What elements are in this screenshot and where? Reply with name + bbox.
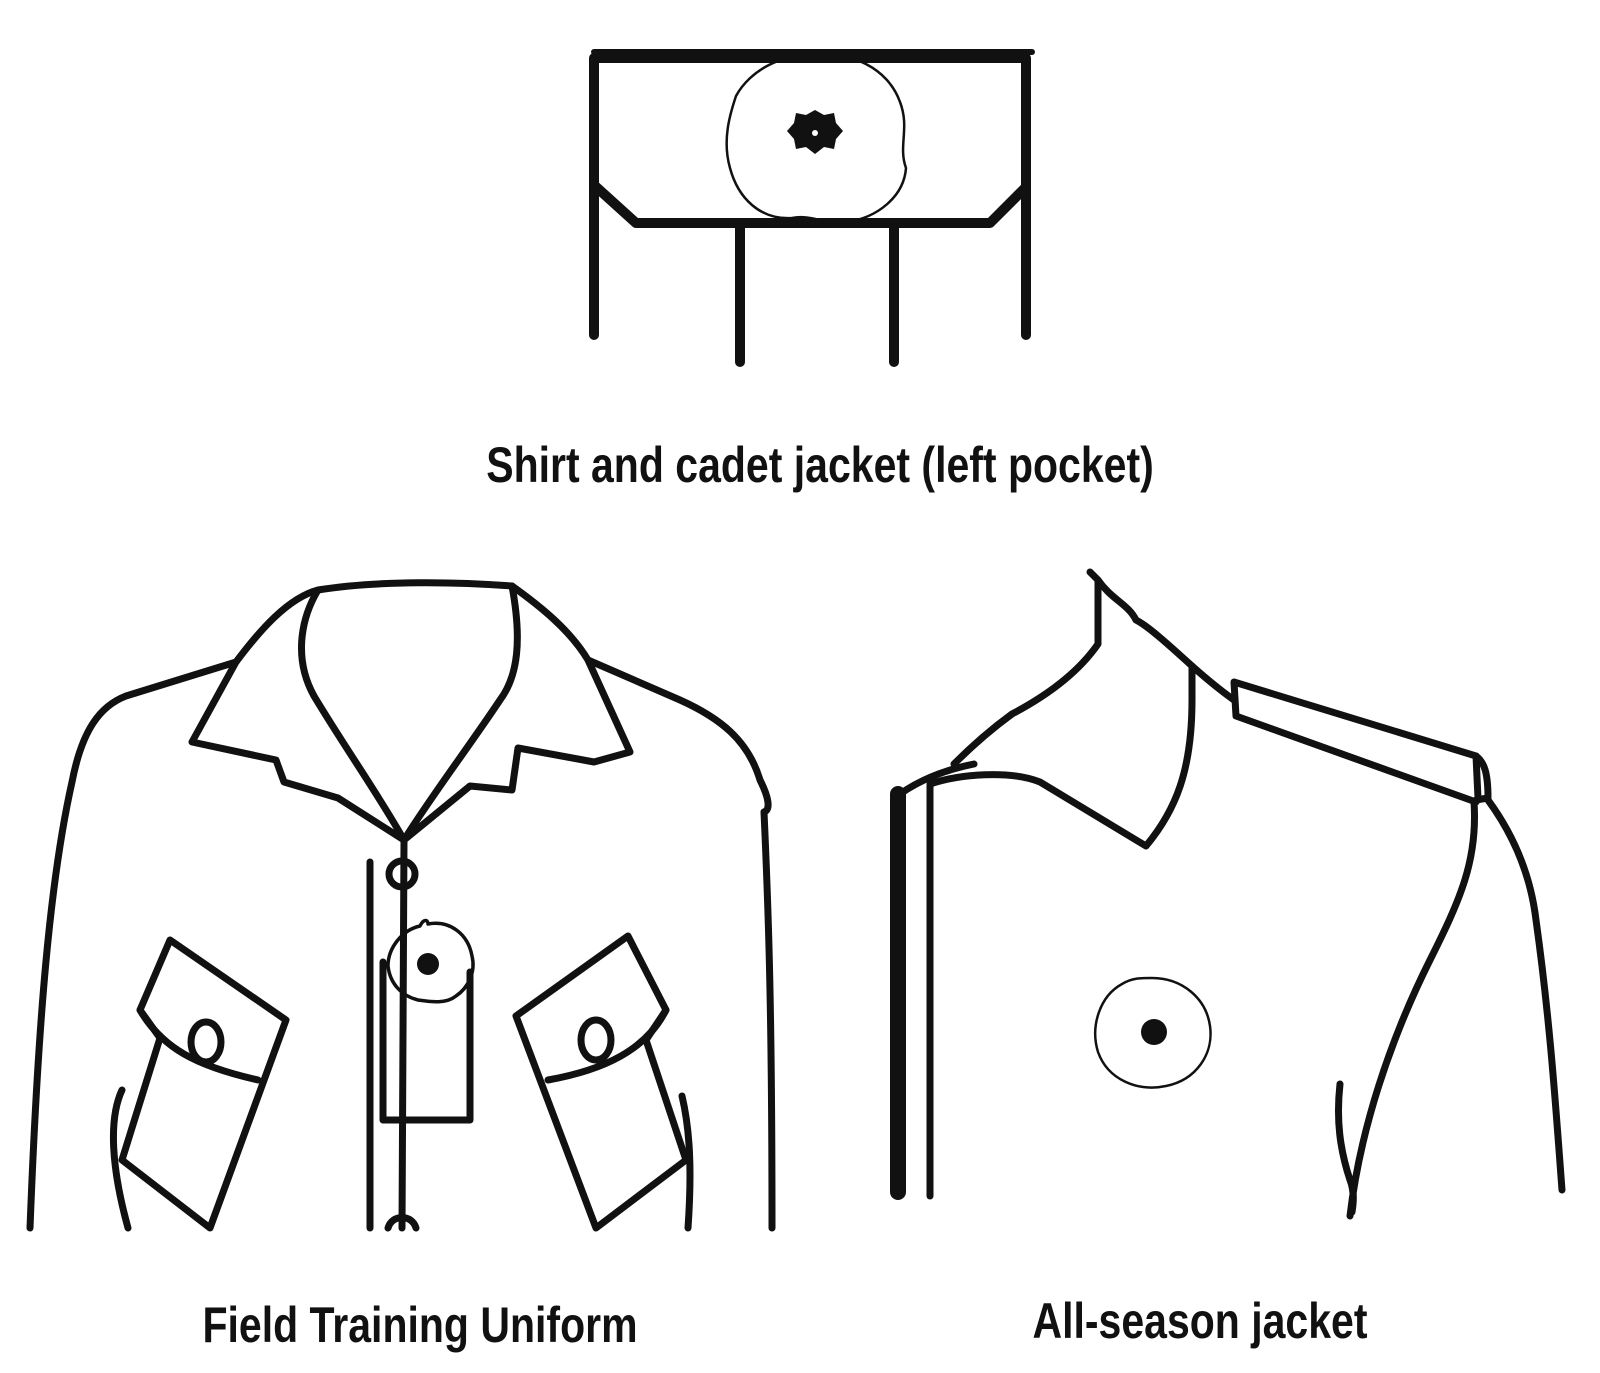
ftu-right-pocket-flap [544,1006,670,1084]
ftu-left-pocket [118,936,290,1232]
asj-collar [926,576,1196,850]
ftu-button-bottom [384,1214,420,1232]
ftu-right-pocket-side [678,1092,694,1232]
caption-field-training-uniform: Field Training Uniform [202,1297,638,1353]
ftu-collar-inner [298,582,521,844]
ftu-center-pocket [379,958,474,1124]
asj-epaulette [1230,678,1482,806]
ftu-collar [188,579,634,844]
asj-sleeve-seam [1346,798,1479,1220]
ftu-right-pocket-button [577,1016,615,1064]
asj-front-edge-outer [896,760,978,1196]
asj-shoulder-line [1188,662,1238,704]
poppy-icon [1094,976,1212,1089]
all-season-jacket-illustration [890,568,1566,1220]
asj-side-seam [1335,1080,1357,1216]
ftu-left-pocket-side [109,1086,132,1232]
shirt-pocket-flap-bottom [589,180,1031,228]
ftu-outline-left [26,658,240,1232]
poppy-center [1141,1019,1167,1045]
ftu-button-top [385,857,419,891]
ftu-placket-right [398,836,408,1232]
poppy-center-dot [812,130,818,136]
poppy-center [417,953,439,975]
poppy-petals [386,918,475,1004]
asj-collar-back [1086,568,1102,584]
caption-shirt-and-cadet-jacket: Shirt and cadet jacket (left pocket) [486,437,1154,493]
ftu-outline-right [584,656,776,1232]
shirt-pocket-flap [589,53,1031,340]
poppy-icon [386,918,475,1004]
poppy-petals [1094,976,1212,1089]
shirt-pocket-illustration [589,49,1035,367]
ftu-left-pocket-flap [136,1006,262,1084]
asj-sleeve-outer [1484,796,1566,1194]
ftu-right-pocket [512,932,690,1232]
caption-all-season-jacket: All-season jacket [1032,1293,1368,1349]
field-training-uniform-illustration [26,579,776,1232]
poppy-petals [725,54,908,225]
poppy-icon [725,54,908,225]
ftu-left-pocket-button [187,1018,225,1066]
